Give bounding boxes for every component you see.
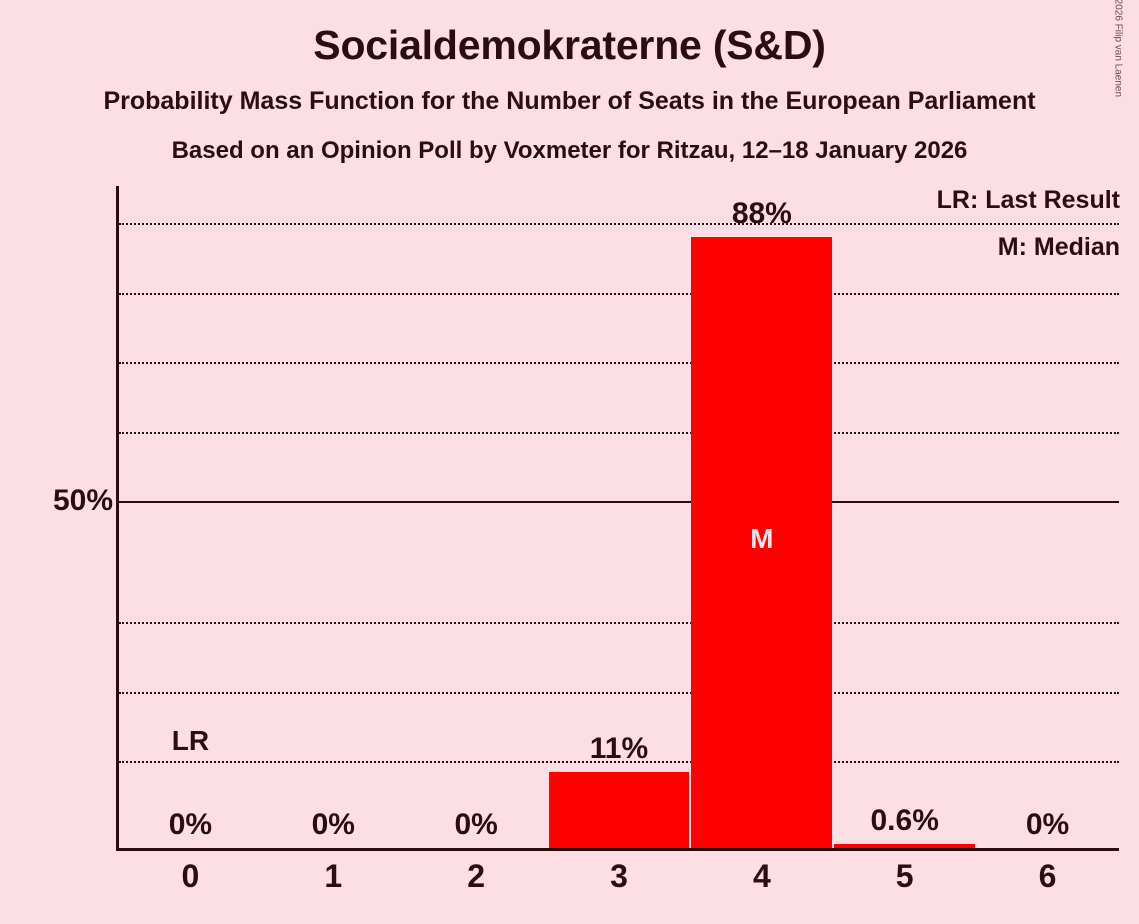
chart-source-note: Based on an Opinion Poll by Voxmeter for… (171, 137, 968, 164)
y-axis-tick-label: 50% (52, 484, 113, 517)
gridline-major (119, 501, 1119, 503)
y-axis-line (116, 186, 119, 848)
plot-area (116, 186, 1119, 851)
x-axis-tick-label: 4 (752, 858, 771, 894)
x-axis-line (116, 848, 1119, 851)
bar-value-label: 11% (589, 731, 649, 765)
copyright-notice: © 2026 Filip van Laenen (1112, 0, 1124, 98)
median-marker: M (750, 522, 774, 554)
bar-value-label: 0% (454, 808, 498, 841)
gridline (119, 223, 1119, 226)
bar-value-label: 0% (311, 808, 355, 841)
gridline (119, 431, 1119, 434)
gridline (119, 622, 1119, 625)
x-axis-tick-label: 3 (610, 858, 628, 894)
chart-title: Socialdemokraterne (S&D) (313, 22, 826, 68)
last-result-marker: LR (171, 725, 210, 757)
legend-median: M: Median (997, 233, 1120, 261)
bar-value-label: 88% (731, 197, 792, 231)
x-axis-tick-label: 1 (324, 858, 343, 894)
gridline (119, 691, 1119, 694)
bar-value-label: 0% (1025, 808, 1070, 841)
bar[interactable] (691, 237, 833, 848)
gridline (119, 761, 1119, 764)
x-axis-tick-label: 2 (467, 858, 486, 894)
x-axis-tick-label: 5 (895, 858, 914, 894)
bar[interactable] (548, 771, 690, 848)
gridline (119, 362, 1119, 365)
bar[interactable] (834, 843, 976, 848)
x-axis-tick-label: 6 (1038, 858, 1057, 894)
bar-value-label: 0.6% (870, 803, 939, 837)
gridline (119, 292, 1119, 295)
chart-subtitle: Probability Mass Function for the Number… (103, 87, 1036, 115)
legend-last-result: LR: Last Result (936, 186, 1120, 214)
bar-value-label: 0% (168, 808, 213, 841)
x-axis-tick-label: 0 (181, 858, 200, 894)
